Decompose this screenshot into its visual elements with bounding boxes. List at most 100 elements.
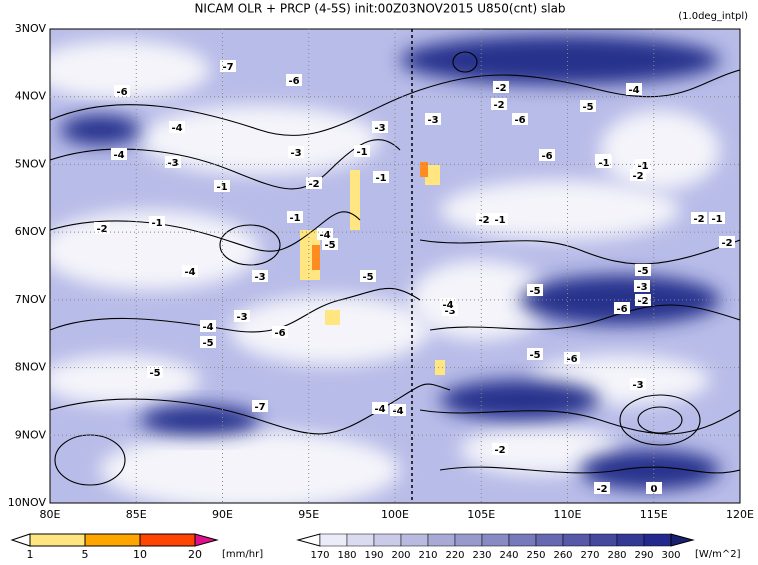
contour-label: -5 <box>529 350 540 361</box>
deep-convection <box>580 450 720 490</box>
contour-label-bg <box>220 60 236 72</box>
contour-label-bg <box>94 222 110 234</box>
cbar-box <box>139 533 196 547</box>
contour-label: -3 <box>290 148 301 159</box>
contour-label: -5 <box>324 240 335 251</box>
contour-label: -5 <box>582 102 593 113</box>
contour-label-bg <box>288 146 304 158</box>
contour-label: -3 <box>374 123 385 134</box>
contour-label-bg <box>527 348 543 360</box>
cbar-label: 280 <box>607 550 626 561</box>
contour-label-bg <box>322 238 338 250</box>
cbar-box <box>454 533 483 547</box>
y-tick-label: 9NOV <box>15 428 47 441</box>
contour-label-bg <box>614 302 630 314</box>
contour-label: -1 <box>375 173 386 184</box>
contour-label: -3 <box>254 272 265 283</box>
title: NICAM OLR + PRCP (4-5S) init:00Z03NOV201… <box>194 2 565 16</box>
contour-label: -1 <box>356 147 367 158</box>
cloud-free <box>460 425 620 475</box>
deep-convection <box>140 405 260 435</box>
y-tick-label: 10NOV <box>8 496 47 509</box>
x-tick-label: 120E <box>726 508 754 521</box>
precip-patch <box>435 360 445 375</box>
cbar-end <box>10 533 31 547</box>
contour-label-bg <box>360 270 376 282</box>
note: (1.0deg_intpl) <box>678 11 748 22</box>
cbar-label: 250 <box>526 550 545 561</box>
contour-label-bg <box>646 482 662 494</box>
cbar-box <box>589 533 618 547</box>
contour-label-bg <box>373 171 389 183</box>
cbar-label: 300 <box>661 550 680 561</box>
contour-label: -5 <box>149 368 160 379</box>
contour-label: -4 <box>392 406 403 417</box>
contour-label-bg <box>476 213 492 225</box>
contour-label-bg <box>709 212 725 224</box>
cbar-unit: [W/m^2] <box>695 549 741 560</box>
contour-label: -7 <box>254 402 265 413</box>
contour-label-bg <box>182 265 198 277</box>
contour-label-bg <box>149 216 165 228</box>
y-tick-label: 3NOV <box>15 22 47 35</box>
contour-label: -7 <box>222 62 233 73</box>
contour-label: -2 <box>693 214 704 225</box>
x-tick-label: 95E <box>298 508 319 521</box>
contour-label-bg <box>493 81 509 93</box>
cloud-free <box>50 355 200 405</box>
cbar-box <box>29 533 86 547</box>
contour-label: -6 <box>566 354 577 365</box>
contour-label: -4 <box>171 123 182 134</box>
cbar-end <box>296 533 321 547</box>
contour-label-bg <box>272 326 288 338</box>
cbar-label: 210 <box>418 550 437 561</box>
y-tick-label: 6NOV <box>15 225 47 238</box>
cloud-free <box>100 430 400 503</box>
contour-label: -3 <box>636 282 647 293</box>
deep-convection <box>520 275 720 325</box>
cbar-label: 180 <box>337 550 356 561</box>
cbar-box <box>373 533 402 547</box>
contour-label: -2 <box>637 296 648 307</box>
contour-label: -3 <box>632 380 643 391</box>
precip-heavy <box>312 245 320 270</box>
cbar-box <box>84 533 141 547</box>
contour-label: -3 <box>427 115 438 126</box>
contour-label-bg <box>306 177 322 189</box>
contour-label-bg <box>440 298 456 310</box>
y-tick-label: 8NOV <box>15 361 47 374</box>
cbar-label: 170 <box>310 550 329 561</box>
cbar-box <box>535 533 564 547</box>
contour-label: -6 <box>116 87 127 98</box>
cbar-box <box>346 533 375 547</box>
cbar-box <box>400 533 429 547</box>
cbar-label: 1 <box>27 548 34 561</box>
contour-label: -2 <box>478 215 489 226</box>
contour-label: -1 <box>151 218 162 229</box>
contour-label-bg <box>626 83 642 95</box>
cbar-label: 240 <box>499 550 518 561</box>
cloud-free <box>600 110 720 190</box>
contour-label: -6 <box>616 304 627 315</box>
cbar-box <box>643 533 672 547</box>
deep-convection <box>400 35 720 85</box>
contour-label-bg <box>252 270 268 282</box>
contour-label-bg <box>286 74 302 86</box>
contour-label: -6 <box>514 115 525 126</box>
x-tick-label: 100E <box>381 508 409 521</box>
contour-label: -4 <box>319 230 330 241</box>
contour-label-bg <box>214 180 230 192</box>
deep-convection <box>60 115 140 145</box>
cbar-label: 230 <box>472 550 491 561</box>
contour-label: -1 <box>494 215 505 226</box>
contour-label: -5 <box>637 266 648 277</box>
contour-label: -2 <box>596 484 607 495</box>
cbar-box <box>481 533 510 547</box>
y-tick-label: 4NOV <box>15 90 47 103</box>
contour-label-bg <box>630 169 646 181</box>
contour-label-bg <box>200 320 216 332</box>
contour-label: -5 <box>529 286 540 297</box>
contour-label-bg <box>234 310 250 322</box>
contour-label-bg <box>111 148 127 160</box>
x-tick-label: 85E <box>126 508 147 521</box>
